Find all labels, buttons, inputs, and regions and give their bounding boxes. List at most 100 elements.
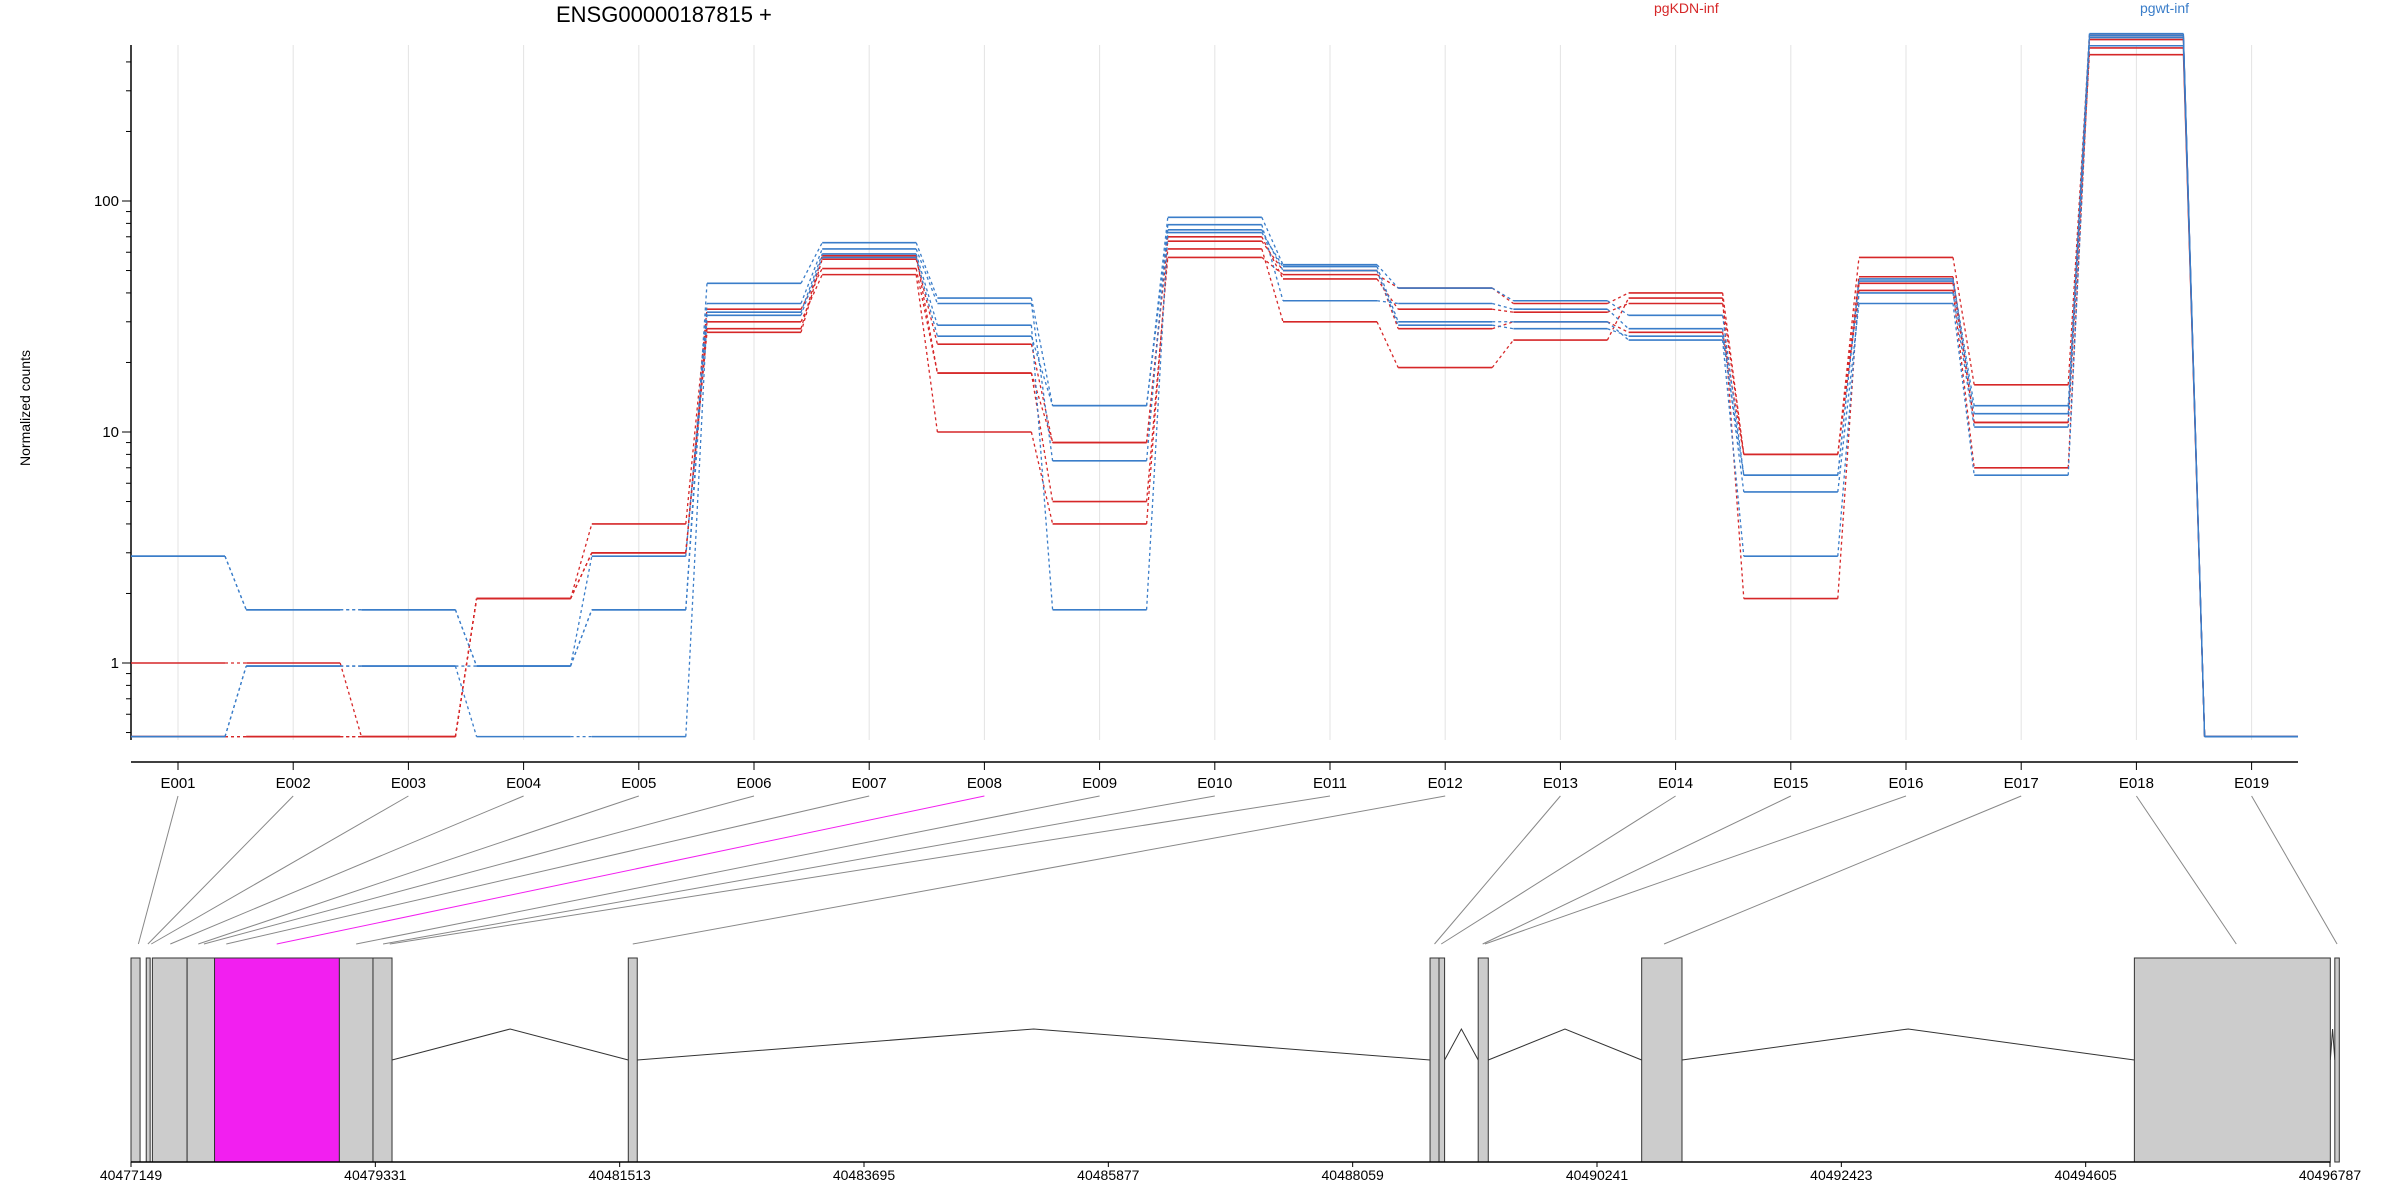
x-tick-label: E003 xyxy=(391,775,426,792)
x-tick-label: E009 xyxy=(1082,775,1117,792)
genomic-tick-label: 40496787 xyxy=(2299,1167,2362,1183)
connector-e005 xyxy=(198,795,639,945)
connector-e001 xyxy=(137,795,179,945)
data-transition xyxy=(1492,302,1514,310)
data-transition xyxy=(685,315,708,737)
genomic-tick-label: 40479331 xyxy=(344,1167,407,1183)
data-transition xyxy=(339,662,363,737)
data-transition xyxy=(1952,303,1975,476)
data-transition xyxy=(1837,281,1860,476)
connector-e014 xyxy=(1440,795,1676,945)
x-tick-label: E014 xyxy=(1658,775,1693,792)
data-transition xyxy=(1837,283,1860,599)
data-transition xyxy=(1030,325,1054,610)
data-transition xyxy=(800,242,823,284)
data-transition xyxy=(1606,297,1630,341)
genomic-tick-label: 40477149 xyxy=(100,1167,163,1183)
data-transition xyxy=(1030,335,1054,406)
genomic-tick-label: 40488059 xyxy=(1322,1167,1385,1183)
exon-box xyxy=(145,957,151,1163)
genomic-tick-label: 40481513 xyxy=(589,1167,652,1183)
intron-line xyxy=(2329,1028,2336,1061)
data-transition xyxy=(1261,248,1284,322)
data-transition xyxy=(454,598,478,737)
legend-item-pgkdn-inf: pgKDN-inf xyxy=(1654,0,1719,16)
connector-e015 xyxy=(1482,795,1792,945)
data-transition xyxy=(1376,278,1399,310)
data-transition xyxy=(454,609,478,667)
data-transition xyxy=(915,274,939,433)
data-transition xyxy=(1145,217,1169,406)
y-tick-label: 10 xyxy=(102,424,119,441)
connector-e010 xyxy=(382,795,1215,945)
data-transition xyxy=(1721,340,1745,557)
data-transition xyxy=(685,312,708,557)
x-tick-label: E007 xyxy=(852,775,887,792)
data-transition xyxy=(1952,292,1975,428)
genomic-tick-label: 40490241 xyxy=(1566,1167,1629,1183)
exon-box xyxy=(1641,957,1683,1163)
data-transition xyxy=(800,268,823,310)
data-transition xyxy=(915,253,939,326)
data-transition xyxy=(915,242,939,299)
genomic-tick-label: 40492423 xyxy=(1810,1167,1873,1183)
connector-e012 xyxy=(632,795,1446,945)
data-transition xyxy=(1491,339,1514,369)
data-transition xyxy=(1607,321,1629,333)
connector-e006 xyxy=(203,795,755,945)
data-transition xyxy=(1721,303,1745,455)
data-transition xyxy=(569,609,593,667)
gene-model: 40477149 40479331 40481513 40483695 40485877… xyxy=(100,957,2362,1183)
data-transition xyxy=(685,309,708,524)
connector-e013 xyxy=(1434,795,1561,945)
connector-e016 xyxy=(1484,795,1907,945)
genomic-tick-label: 40485877 xyxy=(1077,1167,1140,1183)
connector-e008 xyxy=(276,795,985,945)
x-tick-label: E008 xyxy=(967,775,1002,792)
data-transition xyxy=(1492,308,1514,313)
connector-e017 xyxy=(1663,795,2022,945)
data-transition xyxy=(1607,300,1629,316)
data-transition xyxy=(1145,248,1169,524)
intron-line xyxy=(1488,1028,1642,1061)
x-tick-label: E017 xyxy=(2004,775,2039,792)
x-tick-label: E011 xyxy=(1313,775,1347,792)
exon-box xyxy=(2334,957,2340,1163)
x-tick-label: E002 xyxy=(276,775,311,792)
data-transition xyxy=(800,274,823,323)
grid-lines xyxy=(177,45,2253,740)
exon-box xyxy=(1429,957,1440,1163)
exon-box xyxy=(151,957,188,1163)
y-tick-label: 1 xyxy=(111,655,119,672)
data-transition xyxy=(1952,281,1975,414)
exon-connectors xyxy=(137,795,2338,945)
data-transition xyxy=(915,248,939,304)
data-transition xyxy=(1607,302,1629,313)
x-tick-label: E013 xyxy=(1543,775,1578,792)
data-transition xyxy=(1376,321,1399,368)
x-tick-label: E015 xyxy=(1773,775,1808,792)
connector-e009 xyxy=(356,795,1100,945)
data-transition xyxy=(800,255,823,329)
data-transition xyxy=(1607,328,1629,337)
data-transition xyxy=(1261,229,1284,271)
exon-box xyxy=(130,957,141,1163)
exon-box xyxy=(186,957,216,1163)
data-transition xyxy=(569,523,593,599)
x-tick-label: E005 xyxy=(621,775,656,792)
y-tick-label: 100 xyxy=(94,193,119,210)
data-transition xyxy=(2182,33,2206,737)
data-transition xyxy=(915,255,939,374)
data-transition xyxy=(1376,266,1399,323)
connector-e002 xyxy=(147,795,294,945)
data-transition xyxy=(224,555,247,611)
series-lines xyxy=(131,32,2298,738)
connector-e019 xyxy=(2251,795,2338,945)
x-tick-label: E004 xyxy=(506,775,541,792)
intron-line xyxy=(1681,1028,2135,1061)
data-transition xyxy=(685,328,708,553)
exon-box xyxy=(627,957,638,1163)
genomic-tick-label: 40494605 xyxy=(2055,1167,2118,1183)
connector-e011 xyxy=(389,795,1331,945)
